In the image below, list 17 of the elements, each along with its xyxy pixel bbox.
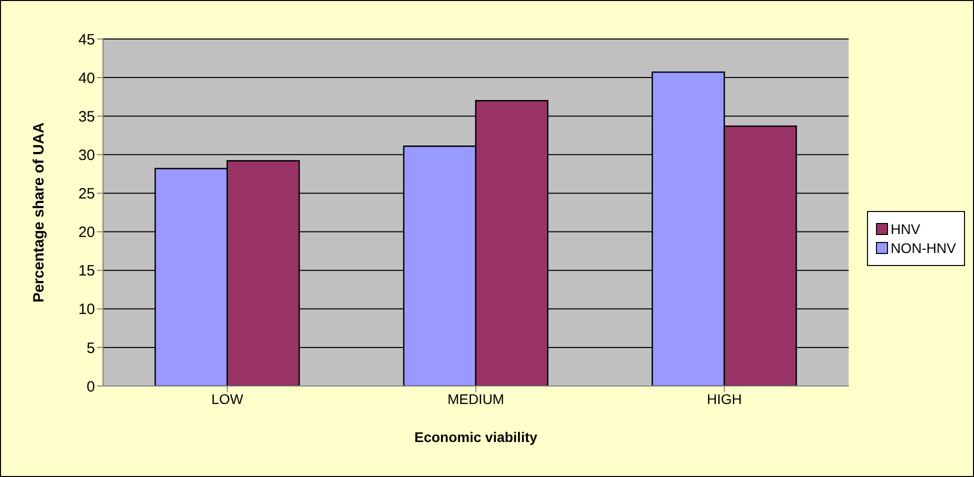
y-tick-label: 5 (86, 340, 95, 357)
y-tick-label: 0 (86, 378, 95, 396)
y-tick-label: 15 (78, 262, 95, 280)
x-tick-label: LOW (211, 390, 244, 407)
x-tick-label: HIGH (706, 390, 742, 407)
y-tick-label: 25 (78, 186, 95, 203)
y-tick-label: 10 (78, 301, 95, 318)
y-tick-label: 40 (78, 70, 95, 87)
legend-label: HNV (890, 221, 920, 237)
x-axis-title: Economic viability (414, 429, 538, 445)
y-tick-label: 20 (78, 224, 95, 242)
y-tick-label: 30 (78, 146, 95, 164)
legend-label: NON-HNV (890, 240, 956, 256)
y-tick-label: 45 (78, 31, 95, 48)
y-axis-title: Percentage share of UAA (30, 122, 48, 302)
y-tick-label: 35 (78, 108, 95, 126)
x-tick-label: MEDIUM (447, 390, 504, 407)
